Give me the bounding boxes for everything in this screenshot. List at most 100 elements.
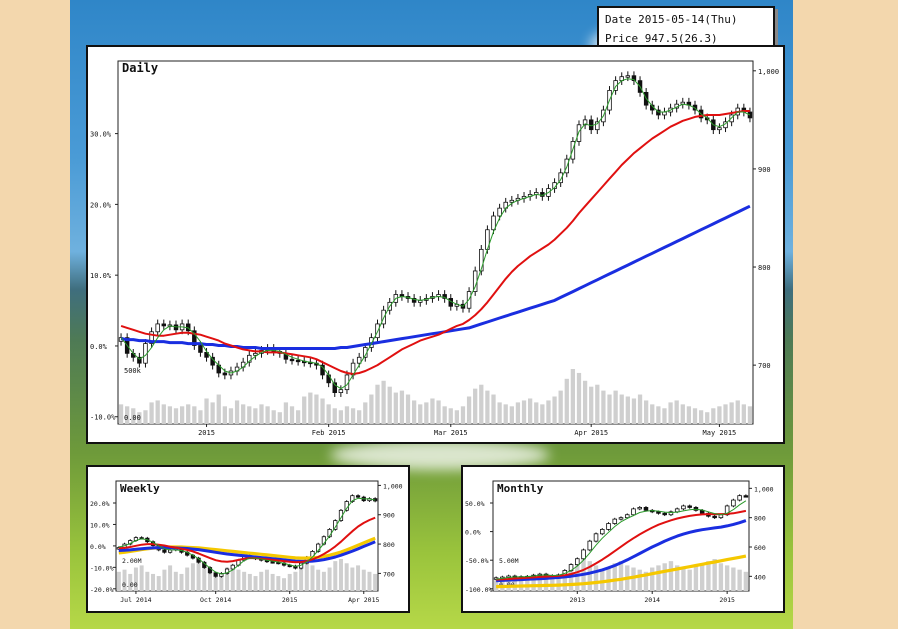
- volume-bar: [562, 571, 567, 591]
- candle-body: [162, 549, 167, 553]
- volume-bar: [587, 561, 592, 591]
- left-tick-label: -100.0%: [465, 586, 492, 594]
- volume-bar: [540, 404, 545, 424]
- volume-bar: [442, 406, 447, 424]
- candle-body: [681, 505, 686, 510]
- candle-body: [656, 511, 661, 514]
- candle-body: [479, 248, 484, 272]
- volume-bar: [293, 571, 298, 591]
- date-value: 2015-05-14(Thu): [638, 13, 738, 26]
- volume-bar: [289, 406, 295, 424]
- left-tick-label: 20.0%: [90, 500, 110, 508]
- volume-bar: [326, 404, 331, 424]
- right-tick-label: 1,000: [383, 482, 403, 490]
- volume-bar: [302, 396, 307, 424]
- volume-bar: [381, 380, 386, 424]
- x-tick-label: 2015: [198, 429, 215, 437]
- price-readout: Date 2015-05-14(Thu) Price 947.5(26.3): [597, 6, 775, 50]
- volume-bar: [155, 400, 160, 424]
- price-label: Price: [605, 32, 639, 45]
- chart-title: Monthly: [497, 482, 544, 495]
- volume-bar: [509, 406, 514, 424]
- candle-body: [137, 356, 142, 364]
- volume-bar: [133, 567, 138, 591]
- volume-bar: [448, 408, 453, 424]
- candle-body: [712, 515, 717, 519]
- left-tick-label: 20.0%: [90, 201, 112, 209]
- volume-bar: [202, 565, 207, 591]
- volume-bar: [718, 563, 724, 591]
- volume-bar: [731, 567, 736, 591]
- volume-bar: [534, 402, 539, 424]
- volume-bar: [332, 408, 337, 424]
- candle-body: [582, 119, 588, 126]
- x-tick-label: 2014: [644, 596, 660, 604]
- volume-bar: [723, 404, 728, 424]
- volume-bar: [705, 412, 710, 424]
- candle-body: [643, 507, 649, 511]
- candle-body: [192, 330, 197, 346]
- volume-bar: [145, 571, 150, 591]
- volume-bar: [241, 404, 246, 424]
- candle-body: [442, 294, 447, 299]
- volume-bar: [139, 565, 144, 591]
- volume-bar: [512, 576, 518, 591]
- monthly-chart[interactable]: Monthly 1,000 800 600 400 50.0% 0.0% -50.0% -100…: [463, 467, 783, 611]
- volume-bar: [637, 394, 643, 424]
- volume-bar: [699, 563, 705, 591]
- volume-bar: [320, 398, 325, 424]
- candle-body: [581, 549, 586, 560]
- candle-body: [637, 507, 643, 510]
- volume-bar: [643, 571, 649, 591]
- candle-body: [599, 529, 605, 535]
- right-tick-label: 800: [758, 264, 771, 272]
- volume-bar: [712, 559, 717, 591]
- volume-bar: [668, 561, 674, 591]
- candle-body: [219, 573, 224, 577]
- volume-bar: [393, 392, 398, 424]
- volume-bar: [692, 408, 698, 424]
- volume-bar: [327, 567, 332, 591]
- candle-body: [631, 508, 636, 516]
- volume-bar: [724, 565, 730, 591]
- volume-bar: [350, 567, 355, 591]
- candle-body: [606, 523, 611, 530]
- right-tick-label: 900: [758, 166, 771, 174]
- candle-body: [497, 207, 502, 217]
- volume-bar: [247, 573, 252, 591]
- volume-bar: [308, 392, 313, 424]
- candle-body: [575, 558, 580, 565]
- volume-bar: [216, 394, 221, 424]
- volume-bar: [225, 567, 230, 591]
- daily-chart[interactable]: Daily 1,000 900 800 700 30.0% 20.0% 10.0% 0.0% -1…: [88, 47, 783, 442]
- candle-body: [662, 512, 667, 516]
- volume-bar: [737, 569, 742, 591]
- monthly-chart-panel[interactable]: Monthly 1,000 800 600 400 50.0% 0.0% -50.0% -100…: [461, 465, 785, 613]
- volume-bar: [570, 369, 576, 424]
- volume-bar: [230, 565, 235, 591]
- volume-bar: [644, 400, 649, 424]
- volume-bar: [466, 396, 472, 424]
- volume-bar: [593, 565, 599, 591]
- candle-body: [631, 75, 637, 82]
- weekly-chart[interactable]: Weekly 1,000 900 800 700 20.0% 10.0% 0.0% -10.0%…: [88, 467, 408, 611]
- left-tick-label: -10.0%: [90, 564, 114, 572]
- x-tick-label: Apr 2015: [574, 429, 608, 437]
- daily-chart-panel[interactable]: Daily 1,000 900 800 700 30.0% 20.0% 10.0% 0.0% -1…: [86, 45, 785, 444]
- candle-body: [161, 323, 167, 327]
- left-tick-label: 0.0%: [90, 543, 106, 551]
- candle-body: [355, 495, 361, 498]
- volume-bar: [656, 565, 661, 591]
- volume-bar: [601, 390, 606, 424]
- volume-bar: [264, 569, 269, 591]
- volume-bar: [253, 576, 258, 591]
- volume-bar: [179, 406, 185, 424]
- volume-bar: [485, 390, 490, 424]
- volume-bar: [213, 571, 218, 591]
- chart-title: Daily: [122, 61, 158, 75]
- weekly-chart-panel[interactable]: Weekly 1,000 900 800 700 20.0% 10.0% 0.0% -10.0%…: [86, 465, 410, 613]
- candle-body: [668, 511, 674, 516]
- moving-average-short: [118, 497, 376, 575]
- volume-bar: [675, 565, 680, 591]
- volume-bar: [674, 400, 679, 424]
